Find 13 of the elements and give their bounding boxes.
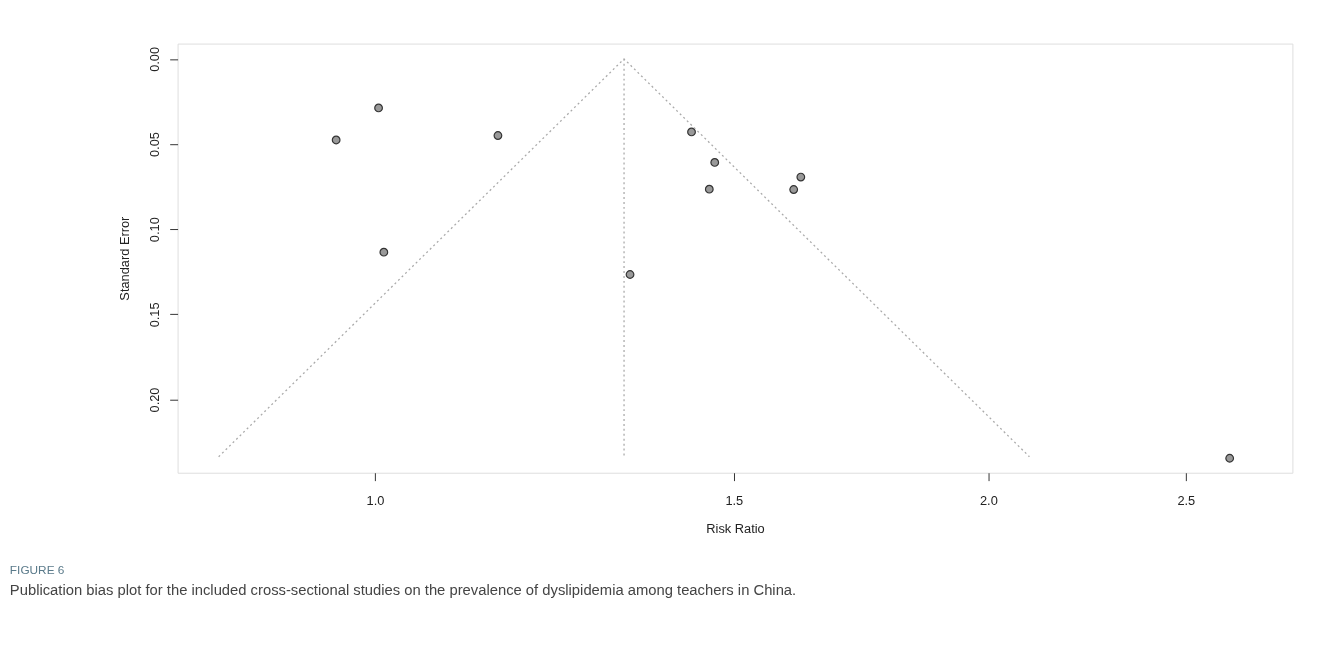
y-tick-label: 0.15 [147,302,163,328]
y-tick-label: 0.00 [147,46,163,72]
caption: FIGURE 6 [9,563,65,578]
x-tick-label: 1.5 [725,492,744,508]
text: Publication bias plot for the included cross-sectional studies on the prevalence of dyslipidemia among teachers in China. [9,582,797,599]
x-tick-label: 2.5 [1177,492,1196,508]
y-axis-title: Standard Error [116,215,132,301]
y-tick-label: 0.20 [147,387,163,413]
x-tick-label: 1.0 [366,492,385,508]
x-tick-label: 2.0 [979,492,998,508]
y-tick-label: 0.10 [147,217,163,243]
x-axis-title: Risk Ratio [706,521,765,537]
y-tick-label: 0.05 [147,132,163,158]
